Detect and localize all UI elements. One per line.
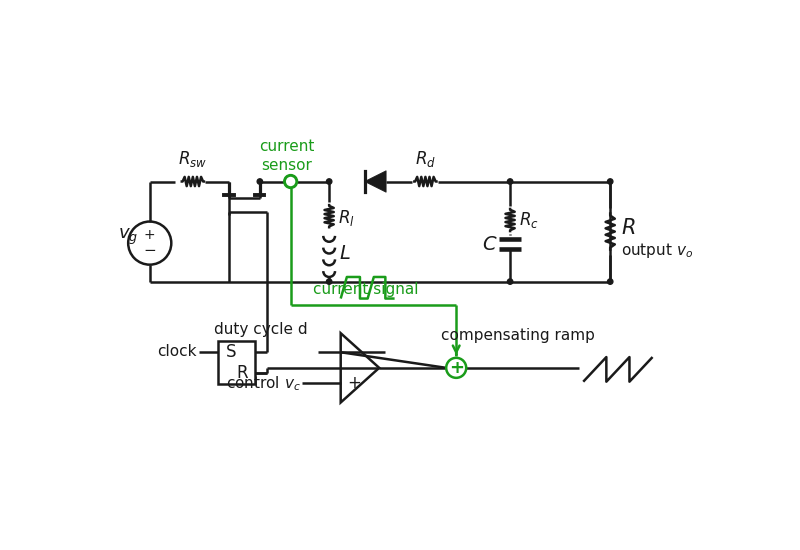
Circle shape xyxy=(326,279,332,284)
Circle shape xyxy=(607,279,613,284)
Text: $v_g$: $v_g$ xyxy=(118,227,138,247)
Circle shape xyxy=(507,179,513,184)
Text: current
sensor: current sensor xyxy=(259,139,314,173)
Text: +: + xyxy=(144,228,155,243)
Text: $R_c$: $R_c$ xyxy=(519,210,539,230)
Text: clock: clock xyxy=(158,344,197,359)
Text: compensating ramp: compensating ramp xyxy=(441,328,594,343)
Text: duty cycle d: duty cycle d xyxy=(214,322,308,337)
Text: +: + xyxy=(347,375,361,393)
Polygon shape xyxy=(365,170,386,192)
Text: output $v_o$: output $v_o$ xyxy=(621,241,693,260)
Text: C: C xyxy=(482,235,496,254)
Text: S: S xyxy=(226,343,237,361)
Text: −: − xyxy=(347,343,361,361)
Text: L: L xyxy=(340,244,351,263)
Circle shape xyxy=(607,179,613,184)
Text: +: + xyxy=(449,359,464,377)
Circle shape xyxy=(507,279,513,284)
Text: $R_{sw}$: $R_{sw}$ xyxy=(178,149,207,169)
Text: $R_d$: $R_d$ xyxy=(415,149,436,169)
Circle shape xyxy=(257,179,262,184)
Text: R: R xyxy=(236,364,248,382)
Text: current signal: current signal xyxy=(313,282,418,297)
Text: $R_l$: $R_l$ xyxy=(338,208,355,228)
Bar xyxy=(218,341,255,384)
Text: −: − xyxy=(143,243,156,258)
Text: control $v_c$: control $v_c$ xyxy=(226,374,301,393)
Text: R: R xyxy=(621,218,635,238)
Circle shape xyxy=(326,179,332,184)
